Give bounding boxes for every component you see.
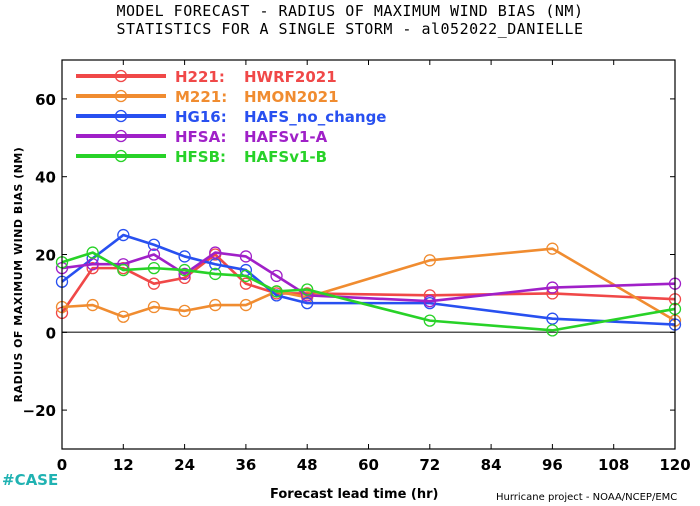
legend-code: HFSA: — [175, 128, 227, 146]
data-point — [546, 281, 559, 294]
data-point — [178, 271, 191, 284]
data-point — [423, 295, 436, 308]
data-point — [423, 314, 436, 327]
data-point — [301, 296, 314, 310]
data-point — [239, 250, 253, 263]
case-tag: #CASE — [2, 471, 59, 489]
data-point — [117, 228, 130, 242]
data-point — [147, 277, 161, 290]
chart-title-line2: STATISTICS FOR A SINGLE STORM - al052022… — [116, 20, 584, 38]
y-tick-label: −20 — [23, 402, 56, 420]
y-tick-label: 0 — [46, 324, 56, 342]
data-point — [546, 242, 559, 255]
data-point — [270, 289, 283, 302]
data-point — [239, 298, 253, 312]
legend-name: HAFS_no_change — [244, 108, 386, 126]
y-axis-label: RADIUS OF MAXIMUM WIND BIAS (NM) — [12, 147, 25, 403]
data-point — [239, 277, 253, 290]
data-point — [147, 238, 161, 251]
data-point — [270, 269, 283, 283]
data-point — [147, 248, 161, 261]
data-point — [86, 298, 99, 312]
data-point — [117, 310, 130, 323]
x-tick-label: 36 — [235, 456, 256, 474]
data-point — [147, 300, 161, 314]
series-line — [61, 251, 676, 332]
legend-entry: HG16: HAFS_no_change — [76, 108, 386, 126]
legend-marker — [114, 89, 128, 103]
legend-name: HWRF2021 — [244, 68, 337, 86]
data-point — [86, 246, 99, 259]
data-point — [546, 324, 559, 337]
y-tick-label: 20 — [35, 247, 56, 265]
legend-entry: H221: HWRF2021 — [76, 68, 337, 86]
data-point — [209, 246, 222, 259]
data-point — [209, 258, 222, 271]
legend-marker — [114, 149, 128, 163]
series-4 — [55, 246, 682, 308]
data-point — [178, 304, 191, 318]
y-tick-label: 40 — [35, 169, 56, 187]
legend-entry: M221: HMON2021 — [76, 88, 339, 106]
data-point — [86, 261, 99, 275]
x-tick-label: 24 — [174, 456, 195, 474]
data-point — [301, 283, 314, 296]
legend-code: HFSB: — [175, 148, 226, 166]
data-point — [546, 312, 559, 325]
legend-name: HMON2021 — [244, 88, 339, 106]
legend-code: HG16: — [175, 108, 227, 126]
series-line — [61, 233, 676, 326]
data-point — [423, 254, 436, 267]
legend-marker — [114, 69, 128, 83]
x-tick-label: 48 — [297, 456, 318, 474]
x-tick-label: 12 — [113, 456, 134, 474]
x-tick-label: 96 — [542, 456, 563, 474]
credit-text: Hurricane project - NOAA/NCEP/EMC — [496, 492, 678, 503]
data-point — [147, 261, 161, 275]
legend-entry: HFSB: HAFSv1-B — [76, 148, 327, 166]
data-point — [209, 298, 222, 312]
legend-name: HAFSv1-A — [244, 128, 328, 146]
data-point — [178, 267, 191, 281]
legend-code: M221: — [175, 88, 227, 106]
data-point — [117, 263, 130, 277]
legend-entry: HFSA: HAFSv1-A — [76, 128, 328, 146]
legend-code: H221: — [175, 68, 225, 86]
x-tick-label: 0 — [57, 456, 67, 474]
data-point — [239, 269, 253, 283]
series-2 — [55, 242, 682, 327]
legend-marker — [114, 129, 128, 143]
y-tick-label: 60 — [35, 91, 56, 109]
data-point — [209, 267, 222, 281]
x-tick-label: 120 — [659, 456, 690, 474]
legend-name: HAFSv1-B — [244, 148, 327, 166]
x-axis-label: Forecast lead time (hr) — [270, 487, 439, 502]
x-tick-label: 60 — [358, 456, 379, 474]
legend-marker — [114, 109, 128, 123]
data-point — [178, 250, 191, 263]
chart-title-line1: MODEL FORECAST - RADIUS OF MAXIMUM WIND … — [116, 2, 584, 20]
x-tick-label: 84 — [481, 456, 502, 474]
x-tick-label: 108 — [598, 456, 629, 474]
data-point — [178, 263, 191, 277]
series-5 — [55, 246, 682, 337]
x-tick-label: 72 — [419, 456, 440, 474]
data-point — [270, 285, 283, 298]
data-point — [86, 258, 99, 271]
